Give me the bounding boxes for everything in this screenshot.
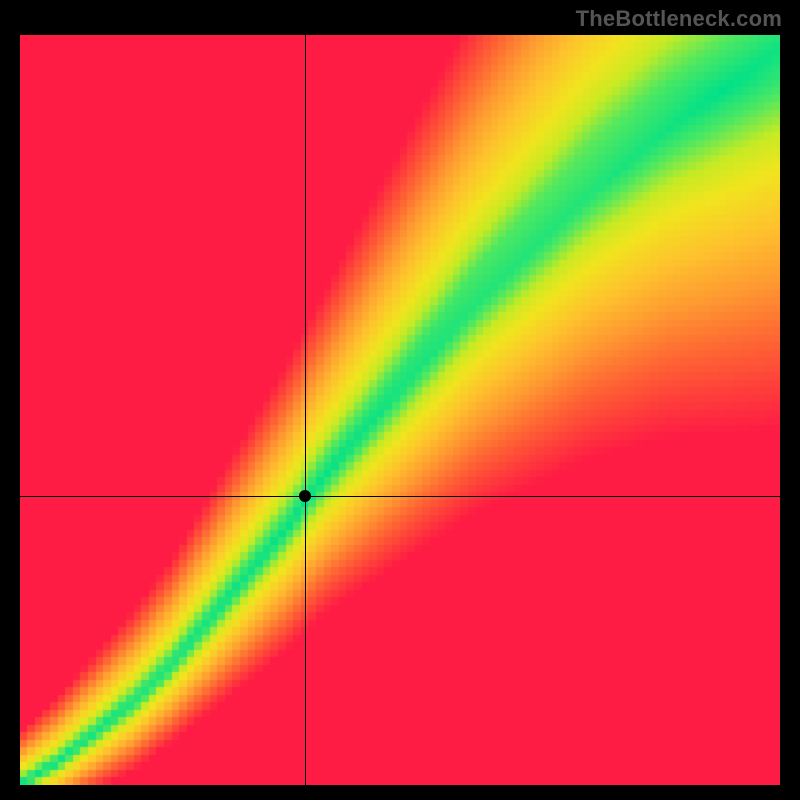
crosshair-vertical-line	[305, 35, 306, 785]
page-container: TheBottleneck.com	[0, 0, 800, 800]
heatmap-canvas	[20, 35, 780, 785]
crosshair-marker-dot	[299, 490, 311, 502]
heatmap-plot	[20, 35, 780, 785]
watermark-text: TheBottleneck.com	[576, 6, 782, 32]
crosshair-horizontal-line	[20, 496, 780, 497]
